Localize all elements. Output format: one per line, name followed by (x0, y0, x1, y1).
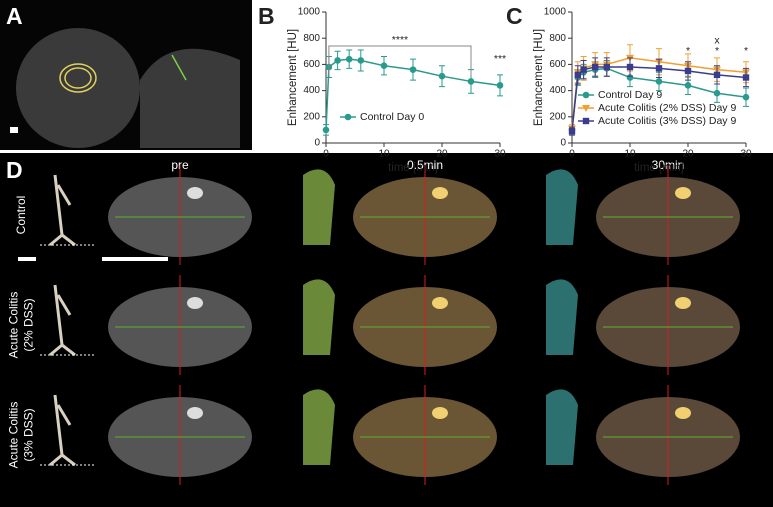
y-tick-label: 1000 (298, 7, 321, 18)
annotation: * (715, 45, 719, 57)
marker (592, 63, 599, 71)
ct-slice (140, 48, 240, 148)
annotation: *** (494, 53, 506, 65)
marker (322, 126, 330, 134)
marker (574, 71, 581, 79)
y-tick-label: 200 (303, 111, 320, 122)
marker (467, 78, 475, 85)
legend-label: Acute Colitis (2% DSS) Day 9 (598, 102, 736, 114)
annotation: x (714, 35, 720, 47)
bone (187, 187, 203, 199)
mouse-render (303, 279, 335, 355)
y-tick-label: 800 (549, 33, 566, 44)
row-label: Acute Colitis (7, 292, 21, 359)
marker (496, 82, 504, 89)
row-label: Control (14, 196, 28, 235)
marker (409, 66, 417, 73)
annotation: * (744, 45, 748, 57)
marker (713, 89, 721, 97)
bone (675, 297, 691, 309)
mouse-render (546, 279, 578, 355)
scale-bar (18, 257, 36, 261)
annotation: * (686, 45, 690, 57)
panel-label: C (506, 3, 523, 29)
legend-label: Control Day 9 (598, 89, 662, 101)
marker (568, 128, 576, 135)
legend-marker (344, 113, 352, 121)
panel-label: A (6, 3, 23, 29)
x-tick-label: 30 (740, 149, 752, 160)
x-tick-label: 20 (436, 149, 448, 160)
panel-label: B (258, 3, 275, 29)
mouse-render (303, 389, 335, 465)
marker (655, 65, 663, 72)
x-tick-label: 30 (494, 149, 506, 160)
x-axis-label: time [min] (634, 162, 684, 174)
marker (742, 74, 750, 81)
marker (603, 63, 610, 71)
marker (345, 55, 353, 63)
bone (187, 297, 203, 309)
marker (655, 78, 663, 85)
roi (59, 63, 97, 93)
marker (742, 93, 750, 101)
scale-bar (10, 127, 18, 133)
mouse-render (546, 169, 578, 245)
row-label: (3% DSS) (22, 408, 36, 461)
marker (334, 57, 341, 64)
x-tick-label: 10 (378, 149, 390, 160)
y-tick-label: 600 (303, 59, 320, 70)
x-axis-label: time [min] (388, 162, 438, 174)
mouse-render (546, 389, 578, 465)
row-label: Acute Colitis (7, 402, 21, 469)
marker (580, 66, 587, 73)
row-label: (2% DSS) (22, 298, 36, 351)
marker (438, 72, 446, 80)
y-tick-label: 200 (549, 111, 566, 122)
marker (357, 57, 365, 64)
legend-label: Control Day 0 (360, 111, 424, 123)
bone (187, 407, 203, 419)
legend-label: Acute Colitis (3% DSS) Day 9 (598, 115, 736, 127)
marker (626, 63, 634, 71)
y-axis-label: Enhancement [HU] (287, 29, 299, 126)
marker (713, 71, 721, 79)
y-tick-label: 1000 (544, 7, 567, 18)
series-line (325, 58, 501, 130)
panel-label: D (6, 157, 23, 183)
y-tick-label: 400 (549, 85, 566, 96)
y-tick-label: 0 (560, 138, 566, 149)
marker (684, 67, 692, 75)
scale-bar (102, 257, 168, 261)
roi-line (171, 54, 187, 81)
bone (675, 187, 691, 199)
y-tick-label: 400 (303, 85, 320, 96)
marker (684, 82, 692, 89)
y-tick-label: 800 (303, 33, 320, 44)
skeleton (49, 284, 76, 357)
significance-bracket (328, 45, 472, 77)
mouse-render (303, 169, 335, 245)
y-tick-label: 600 (549, 59, 566, 70)
x-tick-label: 0 (569, 149, 575, 160)
x-tick-label: 10 (624, 149, 636, 160)
skeleton (49, 174, 76, 247)
x-tick-label: 0 (323, 149, 329, 160)
bone (432, 187, 448, 199)
legend-marker (582, 105, 590, 112)
annotation: **** (392, 34, 408, 46)
bone (432, 407, 448, 419)
roi (64, 67, 92, 89)
x-tick-label: 20 (682, 149, 694, 160)
bone (675, 407, 691, 419)
skeleton (49, 394, 76, 467)
y-tick-label: 0 (314, 138, 320, 149)
marker (380, 62, 388, 70)
legend-marker (582, 117, 590, 125)
y-axis-label: Enhancement [HU] (533, 29, 545, 126)
bone (432, 297, 448, 309)
legend-marker (582, 91, 590, 99)
